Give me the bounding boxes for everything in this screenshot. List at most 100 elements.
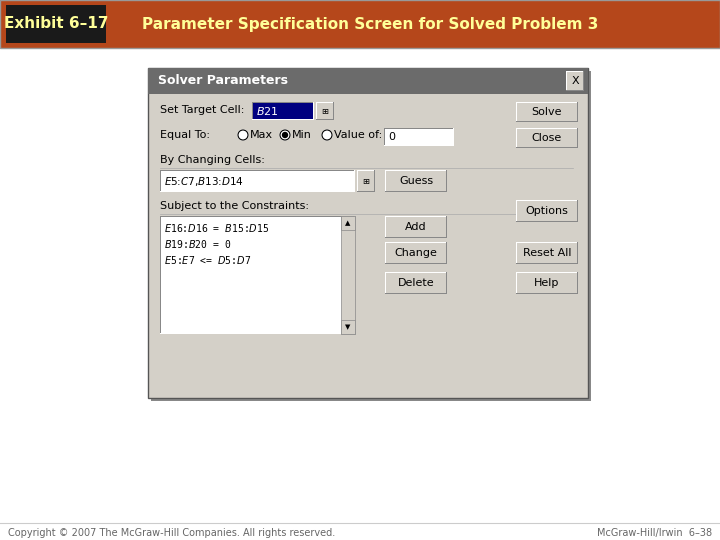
Bar bbox=[357, 170, 375, 171]
Bar bbox=[316, 102, 334, 120]
Bar bbox=[516, 293, 578, 294]
Bar bbox=[446, 170, 447, 192]
Bar bbox=[160, 216, 161, 334]
Text: $B$21: $B$21 bbox=[256, 105, 279, 117]
Bar bbox=[341, 320, 355, 334]
Bar bbox=[357, 170, 358, 192]
Bar bbox=[252, 102, 314, 120]
Bar bbox=[384, 128, 385, 146]
Bar bbox=[316, 102, 334, 103]
Bar bbox=[160, 170, 161, 192]
Text: Max: Max bbox=[250, 130, 273, 140]
Bar bbox=[516, 102, 517, 122]
Circle shape bbox=[282, 132, 287, 138]
Bar bbox=[516, 272, 578, 294]
Bar bbox=[160, 216, 355, 217]
Bar bbox=[385, 242, 447, 264]
Bar bbox=[0, 0, 720, 48]
Text: ▼: ▼ bbox=[346, 324, 351, 330]
Bar bbox=[516, 121, 578, 122]
Bar bbox=[453, 128, 454, 146]
Bar bbox=[516, 128, 578, 148]
Bar bbox=[252, 102, 253, 120]
Bar bbox=[577, 128, 578, 148]
Text: Help: Help bbox=[534, 278, 559, 288]
Bar bbox=[384, 128, 454, 146]
Text: Reset All: Reset All bbox=[523, 248, 571, 258]
Text: ⊞: ⊞ bbox=[322, 106, 328, 116]
Bar bbox=[446, 216, 447, 238]
Bar bbox=[516, 128, 517, 148]
Bar bbox=[516, 200, 578, 201]
Bar bbox=[374, 170, 375, 192]
Bar bbox=[516, 147, 578, 148]
Bar bbox=[583, 71, 584, 91]
Bar bbox=[385, 272, 447, 294]
Bar bbox=[148, 68, 588, 94]
Bar bbox=[516, 200, 517, 222]
Text: Guess: Guess bbox=[399, 176, 433, 186]
Text: Parameter Specification Screen for Solved Problem 3: Parameter Specification Screen for Solve… bbox=[142, 17, 598, 31]
Bar bbox=[566, 90, 584, 91]
Circle shape bbox=[238, 130, 248, 140]
Bar bbox=[385, 170, 447, 171]
Bar bbox=[354, 216, 355, 334]
Bar bbox=[385, 216, 447, 238]
Bar bbox=[341, 216, 355, 334]
Bar bbox=[160, 170, 355, 171]
Bar bbox=[160, 170, 355, 192]
Text: By Changing Cells:: By Changing Cells: bbox=[160, 155, 265, 165]
Text: X: X bbox=[571, 76, 579, 86]
Bar bbox=[516, 242, 578, 243]
Bar bbox=[151, 71, 591, 401]
Text: Exhibit 6–17: Exhibit 6–17 bbox=[4, 17, 108, 31]
Text: Options: Options bbox=[526, 206, 568, 216]
Bar bbox=[384, 128, 454, 129]
Bar bbox=[252, 102, 314, 103]
Bar bbox=[516, 102, 578, 103]
Text: $E$16:$D$16 = $B$15:$D$15: $E$16:$D$16 = $B$15:$D$15 bbox=[164, 222, 269, 234]
Text: ⊞: ⊞ bbox=[362, 177, 369, 186]
Bar bbox=[577, 102, 578, 122]
Text: $E$5:$C$7,$B$13:$D$14: $E$5:$C$7,$B$13:$D$14 bbox=[164, 174, 244, 187]
Text: Add: Add bbox=[405, 222, 427, 232]
Bar bbox=[316, 119, 334, 120]
Text: Delete: Delete bbox=[397, 278, 434, 288]
Bar bbox=[577, 242, 578, 264]
Text: Subject to the Constraints:: Subject to the Constraints: bbox=[160, 201, 309, 211]
Bar bbox=[385, 293, 447, 294]
Bar bbox=[385, 170, 447, 192]
Text: McGraw-Hill/Irwin  6–38: McGraw-Hill/Irwin 6–38 bbox=[597, 528, 712, 538]
Text: Change: Change bbox=[395, 248, 438, 258]
Circle shape bbox=[280, 130, 290, 140]
Bar bbox=[333, 102, 334, 120]
Bar bbox=[160, 216, 355, 334]
Text: 0: 0 bbox=[388, 132, 395, 142]
Bar bbox=[160, 191, 355, 192]
Text: Value of:: Value of: bbox=[334, 130, 382, 140]
Text: Solver Parameters: Solver Parameters bbox=[158, 75, 288, 87]
Bar bbox=[252, 119, 314, 120]
Bar bbox=[446, 242, 447, 264]
Bar bbox=[516, 221, 578, 222]
Bar bbox=[6, 5, 106, 43]
Bar bbox=[385, 242, 386, 264]
Bar bbox=[516, 272, 517, 294]
Bar bbox=[516, 102, 578, 122]
Bar bbox=[385, 237, 447, 238]
Text: Solve: Solve bbox=[532, 107, 562, 117]
Bar bbox=[385, 242, 447, 243]
Text: ▲: ▲ bbox=[346, 220, 351, 226]
Bar bbox=[160, 333, 355, 334]
Bar bbox=[0, 0, 720, 48]
Bar bbox=[341, 216, 355, 230]
Bar bbox=[566, 71, 584, 91]
Bar bbox=[316, 102, 317, 120]
Bar bbox=[566, 71, 567, 91]
Bar bbox=[516, 200, 578, 222]
Bar bbox=[385, 263, 447, 264]
Bar bbox=[577, 200, 578, 222]
Bar bbox=[577, 272, 578, 294]
Bar bbox=[385, 191, 447, 192]
Text: Close: Close bbox=[532, 133, 562, 143]
